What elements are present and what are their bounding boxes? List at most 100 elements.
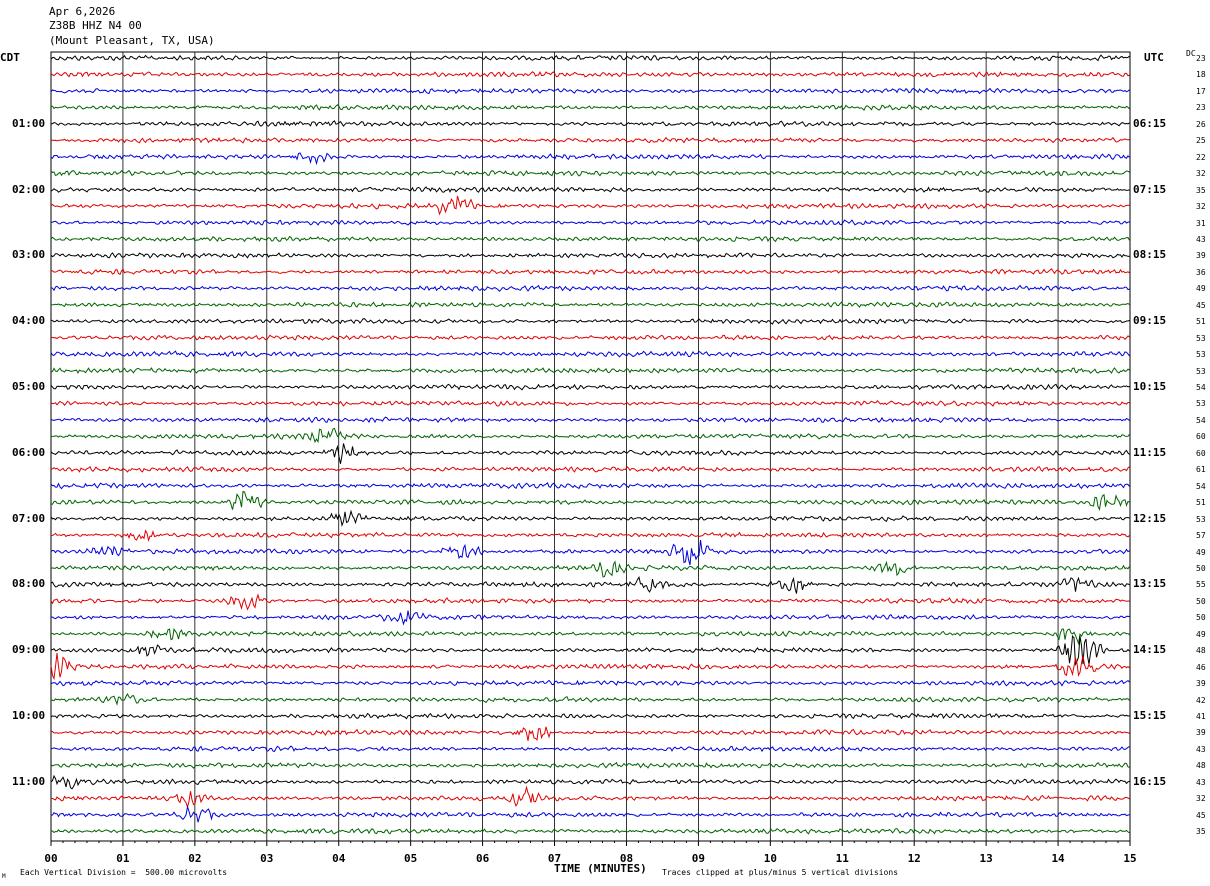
trace-line bbox=[50, 87, 1130, 95]
hour-label-cdt: 06:00 bbox=[12, 445, 46, 459]
dc-offset-value: 39 bbox=[1196, 251, 1206, 261]
x-tick-label: 04 bbox=[332, 852, 346, 865]
trace-line bbox=[50, 465, 1130, 473]
trace-line bbox=[50, 610, 1130, 626]
division-note: Each Vertical Division = 500.00 microvol… bbox=[20, 868, 228, 877]
x-tick-label: 08 bbox=[620, 852, 633, 865]
dc-offset-value: 54 bbox=[1196, 481, 1206, 491]
trace-line bbox=[50, 761, 1130, 769]
dc-offset-value: 50 bbox=[1196, 563, 1206, 573]
trace-line bbox=[50, 509, 1130, 527]
dc-offset-value: 43 bbox=[1196, 744, 1206, 754]
trace-line bbox=[50, 195, 1130, 216]
trace-line bbox=[50, 692, 1130, 706]
dc-offset-value: 53 bbox=[1196, 399, 1206, 409]
x-tick-label: 05 bbox=[404, 852, 417, 865]
dc-offset-value: 17 bbox=[1196, 86, 1206, 96]
dc-offset-value: 54 bbox=[1196, 383, 1206, 392]
dc-offset-value: 32 bbox=[1196, 169, 1206, 179]
dc-offset-value: 43 bbox=[1196, 234, 1206, 244]
trace-line bbox=[50, 400, 1130, 407]
trace-line bbox=[50, 774, 1130, 790]
hour-label-utc: 07:15 bbox=[1133, 182, 1167, 196]
seismic-traces bbox=[50, 54, 1130, 835]
trace-line bbox=[50, 71, 1130, 78]
x-tick-label: 13 bbox=[980, 852, 993, 865]
dc-offset-value: 23 bbox=[1196, 103, 1206, 113]
x-axis-label: TIME (MINUTES) bbox=[554, 862, 647, 875]
hour-label-utc: 11:15 bbox=[1133, 445, 1167, 459]
dc-offset-value: 57 bbox=[1196, 531, 1206, 541]
dc-offset-value: 53 bbox=[1196, 514, 1206, 524]
x-tick-label: 15 bbox=[1123, 852, 1136, 865]
hour-label-utc: 09:15 bbox=[1133, 314, 1167, 328]
hour-label-cdt: 09:00 bbox=[12, 643, 46, 657]
trace-line bbox=[50, 186, 1130, 193]
trace-line bbox=[50, 169, 1130, 177]
hour-label-cdt: 03:00 bbox=[12, 248, 46, 262]
trace-line bbox=[50, 334, 1130, 341]
dc-offset-value: 50 bbox=[1196, 596, 1206, 606]
right-timezone: UTC bbox=[1144, 51, 1164, 64]
station-location: (Mount Pleasant, TX, USA) bbox=[49, 34, 215, 47]
trace-line bbox=[50, 560, 1130, 578]
station-code: Z38B HHZ N4 00 bbox=[49, 19, 142, 32]
dc-offset-value: 32 bbox=[1196, 794, 1206, 804]
dc-offset-value: 26 bbox=[1196, 119, 1206, 129]
dc-offset-value: 48 bbox=[1196, 761, 1206, 771]
trace-line bbox=[50, 490, 1130, 511]
dc-offset-value: 18 bbox=[1196, 70, 1206, 80]
x-tick-label: 07 bbox=[548, 852, 561, 865]
dc-offset-value: 36 bbox=[1196, 267, 1206, 277]
dc-offset-value: 60 bbox=[1196, 432, 1206, 442]
time-axis: 00 01 02 03 04 05 06 07 08 09 10 11 12 13 14 15 bbox=[44, 841, 1137, 865]
trace-line bbox=[50, 427, 1130, 444]
trace-line bbox=[50, 635, 1130, 667]
plot-date: Apr 6,2026 bbox=[49, 5, 116, 18]
dc-offset-value: 23 bbox=[1196, 54, 1206, 63]
dc-offset-value: 54 bbox=[1196, 415, 1206, 425]
hour-label-utc: 14:15 bbox=[1133, 643, 1167, 657]
x-tick-label: 03 bbox=[260, 852, 273, 865]
hour-label-utc: 13:15 bbox=[1133, 577, 1167, 591]
dc-offset-value: 25 bbox=[1196, 136, 1206, 146]
hour-label-cdt: 04:00 bbox=[12, 314, 46, 328]
dc-offset-value: 49 bbox=[1196, 547, 1206, 557]
trace-line bbox=[50, 284, 1130, 292]
hour-label-cdt: 02:00 bbox=[12, 182, 46, 196]
trace-line bbox=[50, 679, 1130, 687]
dc-offset-value: 35 bbox=[1196, 185, 1206, 195]
hour-label-cdt: 05:00 bbox=[12, 380, 46, 393]
dc-offset-value: 49 bbox=[1196, 284, 1206, 294]
dc-header: DC bbox=[1186, 49, 1196, 58]
dc-offset-value: 60 bbox=[1196, 448, 1206, 458]
hour-label-utc: 06:15 bbox=[1133, 116, 1167, 130]
dc-offset-value: 55 bbox=[1196, 580, 1206, 590]
trace-line bbox=[50, 219, 1130, 226]
dc-offset-value: 45 bbox=[1196, 300, 1206, 310]
dc-offset-value: 49 bbox=[1196, 629, 1206, 639]
dc-offset-value: 53 bbox=[1196, 350, 1206, 360]
clip-note: Traces clipped at plus/minus 5 vertical … bbox=[662, 868, 899, 877]
hour-label-utc: 15:15 bbox=[1133, 709, 1167, 722]
x-tick-label: 14 bbox=[1051, 852, 1065, 865]
dc-offset-value: 48 bbox=[1196, 646, 1206, 656]
trace-line bbox=[50, 383, 1130, 391]
hour-label-cdt: 11:00 bbox=[12, 774, 46, 788]
trace-line bbox=[51, 120, 1130, 128]
dc-offset-value: 51 bbox=[1196, 317, 1206, 327]
hour-label-utc: 16:15 bbox=[1133, 774, 1167, 788]
trace-line bbox=[50, 653, 1130, 681]
dc-offset-value: 46 bbox=[1196, 662, 1206, 672]
dc-offset-value: 53 bbox=[1196, 366, 1206, 376]
dc-offset-value: 43 bbox=[1196, 777, 1206, 787]
trace-line bbox=[50, 482, 1130, 490]
trace-line bbox=[50, 54, 1130, 62]
trace-line bbox=[50, 745, 1130, 753]
trace-line bbox=[50, 726, 1130, 741]
dc-offset-value: 35 bbox=[1196, 827, 1206, 837]
trace-line bbox=[50, 268, 1130, 276]
hour-label-cdt: 08:00 bbox=[12, 577, 46, 591]
dc-offset-value: 31 bbox=[1196, 218, 1206, 228]
trace-line bbox=[50, 576, 1130, 594]
